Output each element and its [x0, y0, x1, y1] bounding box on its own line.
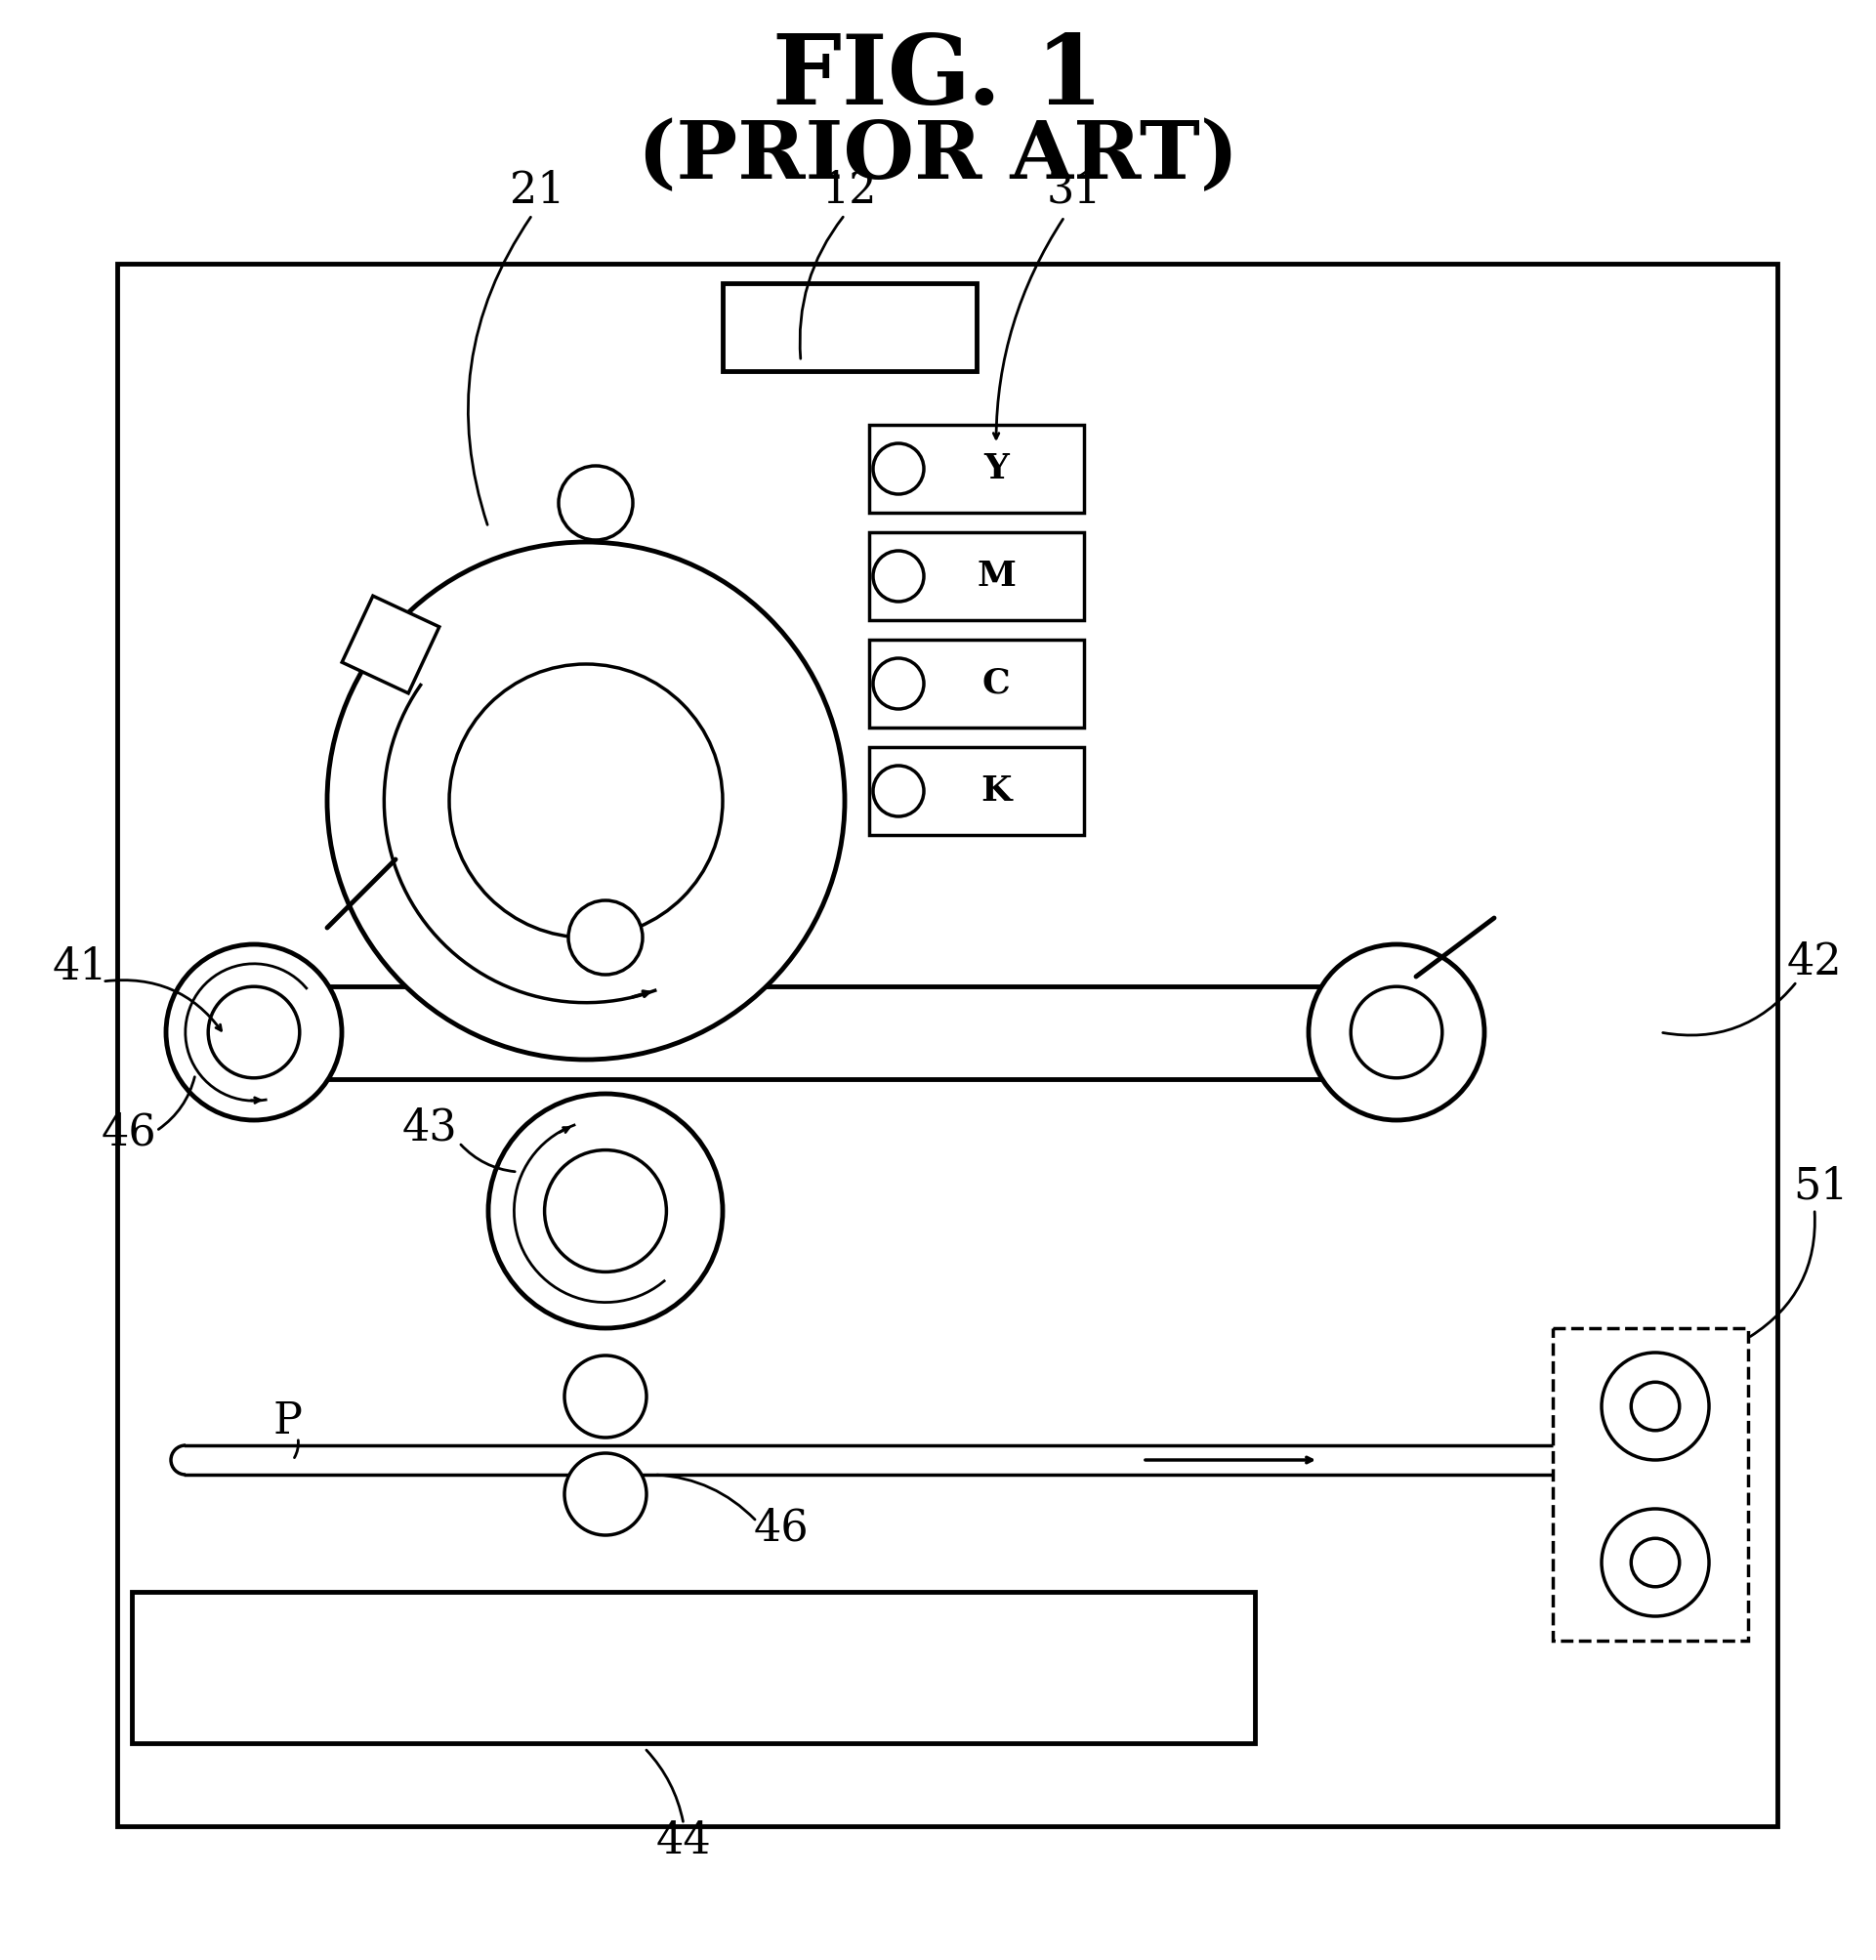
- Text: 46: 46: [101, 1111, 156, 1154]
- Circle shape: [872, 443, 923, 494]
- Circle shape: [1309, 945, 1484, 1119]
- Circle shape: [565, 1356, 647, 1437]
- Text: 21: 21: [510, 169, 565, 212]
- Text: C: C: [981, 666, 1009, 700]
- Text: 46: 46: [754, 1507, 809, 1550]
- Text: 41: 41: [53, 947, 107, 988]
- Circle shape: [208, 986, 300, 1078]
- Circle shape: [872, 659, 923, 710]
- Bar: [869, 533, 1084, 619]
- Circle shape: [165, 945, 341, 1119]
- Text: (PRIOR ART): (PRIOR ART): [638, 118, 1238, 196]
- Text: 42: 42: [1786, 941, 1842, 984]
- Circle shape: [488, 1094, 722, 1329]
- Text: 44: 44: [657, 1819, 711, 1862]
- Text: P: P: [274, 1399, 302, 1443]
- Circle shape: [1602, 1352, 1709, 1460]
- Text: 31: 31: [1047, 169, 1101, 212]
- Circle shape: [559, 466, 632, 541]
- Bar: [341, 596, 439, 694]
- Bar: [131, 1592, 1255, 1742]
- Text: M: M: [977, 561, 1015, 592]
- Circle shape: [872, 551, 923, 602]
- Circle shape: [872, 766, 923, 817]
- Circle shape: [1630, 1382, 1679, 1431]
- Bar: [869, 639, 1084, 727]
- Text: 12: 12: [822, 169, 878, 212]
- Bar: [1553, 1329, 1748, 1641]
- Text: 51: 51: [1793, 1166, 1850, 1207]
- Circle shape: [544, 1151, 666, 1272]
- Bar: [722, 282, 977, 370]
- Circle shape: [326, 543, 844, 1060]
- Text: FIG. 1: FIG. 1: [773, 31, 1103, 125]
- Bar: [869, 747, 1084, 835]
- Circle shape: [1630, 1539, 1679, 1588]
- Text: Y: Y: [983, 453, 1009, 486]
- Text: 43: 43: [401, 1107, 458, 1149]
- Circle shape: [1351, 986, 1443, 1078]
- Circle shape: [1602, 1509, 1709, 1617]
- Bar: [116, 265, 1777, 1827]
- Bar: [869, 425, 1084, 514]
- Text: K: K: [981, 774, 1011, 808]
- Circle shape: [565, 1452, 647, 1535]
- Circle shape: [568, 900, 643, 974]
- Circle shape: [448, 664, 722, 937]
